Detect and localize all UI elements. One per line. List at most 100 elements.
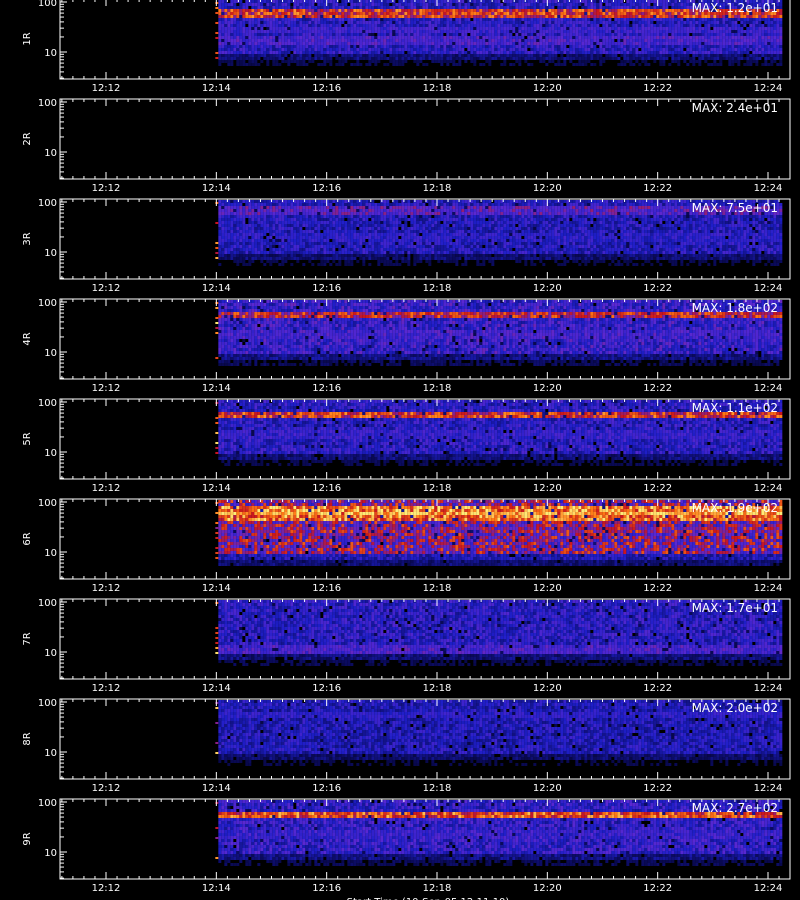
heat-cell: [464, 42, 467, 45]
heat-cell: [323, 60, 326, 63]
heat-cell: [620, 30, 623, 33]
heat-cell: [659, 6, 662, 9]
heat-cell: [305, 39, 308, 42]
heat-cell: [698, 48, 701, 51]
heat-cell: [713, 33, 716, 36]
heat-cell: [662, 6, 665, 9]
heat-cell: [695, 48, 698, 51]
heat-cell: [461, 30, 464, 33]
heat-cell: [578, 48, 581, 51]
heat-cell: [674, 51, 677, 54]
heat-cell: [509, 6, 512, 9]
heat-cell: [377, 54, 380, 57]
heat-cell: [572, 30, 575, 33]
heat-cell: [239, 15, 242, 18]
heat-cell: [629, 12, 632, 15]
heat-cell: [668, 24, 671, 27]
heat-cell: [248, 24, 251, 27]
heat-cell: [632, 0, 635, 3]
heat-cell: [563, 63, 566, 66]
heat-cell: [242, 63, 245, 66]
heat-cell: [428, 3, 431, 6]
heat-cell: [500, 30, 503, 33]
heat-cell: [443, 30, 446, 33]
heat-cell: [629, 39, 632, 42]
heat-cell: [242, 48, 245, 51]
heat-cell: [548, 9, 551, 12]
heat-cell: [479, 33, 482, 36]
heat-cell: [242, 3, 245, 6]
heat-cell: [689, 57, 692, 60]
heat-cell: [311, 51, 314, 54]
heat-cell: [404, 30, 407, 33]
heat-cell: [623, 33, 626, 36]
heat-cell: [680, 9, 683, 12]
heat-cell: [419, 57, 422, 60]
heat-cell: [455, 18, 458, 21]
heat-cell: [494, 6, 497, 9]
heat-cell: [560, 36, 563, 39]
heat-cell: [617, 45, 620, 48]
heat-cell: [497, 51, 500, 54]
heat-cell: [659, 27, 662, 30]
heat-cell: [668, 63, 671, 66]
heat-cell: [584, 9, 587, 12]
heat-cell: [539, 18, 542, 21]
heat-cell: [452, 57, 455, 60]
heat-cell: [299, 54, 302, 57]
heat-cell: [428, 45, 431, 48]
heat-cell: [464, 45, 467, 48]
heat-cell: [290, 12, 293, 15]
heat-cell: [446, 30, 449, 33]
heat-cell: [512, 45, 515, 48]
heat-cell: [590, 63, 593, 66]
heat-cell: [557, 6, 560, 9]
heat-cell: [548, 18, 551, 21]
heat-cell: [623, 18, 626, 21]
heat-cell: [659, 60, 662, 63]
heat-cell: [695, 36, 698, 39]
heat-cell: [473, 48, 476, 51]
heat-cell: [506, 51, 509, 54]
heat-cell: [530, 54, 533, 57]
heat-cell: [389, 39, 392, 42]
heat-cell: [419, 48, 422, 51]
heat-cell: [572, 12, 575, 15]
heat-cell: [422, 36, 425, 39]
heat-cell: [656, 57, 659, 60]
heat-cell: [677, 6, 680, 9]
heat-cell: [623, 15, 626, 18]
heat-cell: [500, 15, 503, 18]
heat-cell: [530, 0, 533, 3]
heat-cell: [347, 30, 350, 33]
heat-cell: [569, 36, 572, 39]
heat-cell: [296, 15, 299, 18]
heat-cell: [689, 48, 692, 51]
heat-cell: [683, 15, 686, 18]
heat-cell: [353, 57, 356, 60]
heat-cell: [455, 39, 458, 42]
heat-cell: [236, 24, 239, 27]
heat-cell: [674, 3, 677, 6]
heat-cell: [554, 0, 557, 3]
heat-cell: [449, 15, 452, 18]
heat-cell: [341, 30, 344, 33]
heat-cell: [473, 36, 476, 39]
heat-cell: [323, 12, 326, 15]
heat-cell: [569, 24, 572, 27]
heat-cell: [566, 51, 569, 54]
heat-cell: [281, 45, 284, 48]
heat-cell: [716, 45, 719, 48]
heat-cell: [521, 9, 524, 12]
heat-cell: [722, 33, 725, 36]
heat-cell: [674, 57, 677, 60]
heat-cell: [560, 48, 563, 51]
heat-cell: [704, 15, 707, 18]
heat-cell: [458, 39, 461, 42]
heat-cell: [218, 48, 221, 51]
heat-cell: [404, 18, 407, 21]
heat-cell: [293, 36, 296, 39]
heat-cell: [470, 15, 473, 18]
heat-cell: [467, 51, 470, 54]
heat-cell: [221, 12, 224, 15]
